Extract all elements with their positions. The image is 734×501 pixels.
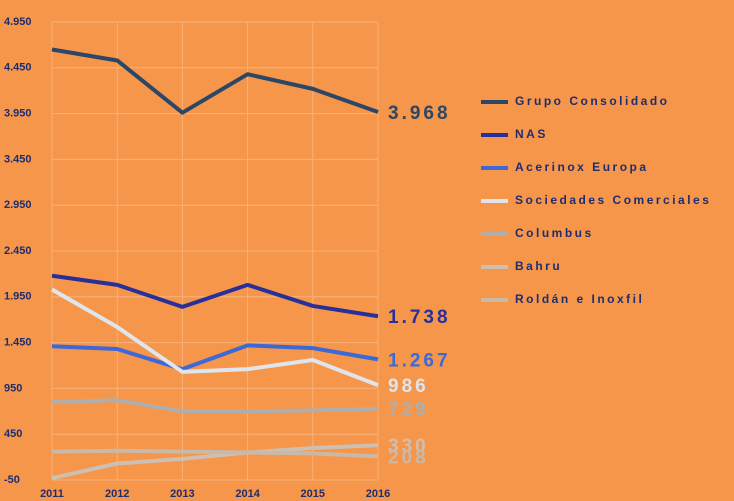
legend-label: Grupo Consolidado xyxy=(515,94,670,108)
y-tick-label: 4.950 xyxy=(4,16,32,28)
end-value-label: 1.738 xyxy=(388,307,451,328)
legend-label: Sociedades Comerciales xyxy=(515,193,711,207)
series-line xyxy=(51,448,379,459)
legend-label: NAS xyxy=(515,127,548,141)
end-value-label: 729 xyxy=(388,400,429,421)
y-tick-label: 2.950 xyxy=(4,199,32,211)
series-line xyxy=(51,398,379,414)
end-value-label: 3.968 xyxy=(388,103,451,124)
x-tick-label: 2012 xyxy=(105,488,129,500)
end-value-label: 208 xyxy=(388,447,429,468)
y-tick-label: 450 xyxy=(4,428,22,440)
legend-label: Acerinox Europa xyxy=(515,160,649,174)
series-line xyxy=(51,443,379,481)
series-line xyxy=(51,343,379,372)
x-tick-label: 2016 xyxy=(366,488,390,500)
y-tick-label: 1.450 xyxy=(4,337,32,349)
y-tick-label: 3.450 xyxy=(4,153,32,165)
y-tick-label: 4.450 xyxy=(4,62,32,74)
end-value-label: 330 xyxy=(388,436,429,457)
end-value-label: 986 xyxy=(388,376,429,397)
x-tick-label: 2011 xyxy=(40,488,64,500)
end-value-label: 1.267 xyxy=(388,350,451,371)
x-tick-label: 2014 xyxy=(235,488,260,500)
x-tick-label: 2015 xyxy=(301,488,325,500)
y-tick-label: 950 xyxy=(4,382,22,394)
legend-label: Roldán e Inoxfil xyxy=(515,292,644,306)
series-line xyxy=(51,47,379,115)
series-line xyxy=(51,287,379,387)
y-tick-label: 2.450 xyxy=(4,245,32,257)
y-tick-label: 3.950 xyxy=(4,108,32,120)
x-tick-label: 2013 xyxy=(170,488,194,500)
legend-label: Bahru xyxy=(515,259,562,273)
y-tick-label: 1.950 xyxy=(4,291,32,303)
legend-label: Columbus xyxy=(515,226,594,240)
y-tick-label: -50 xyxy=(4,474,20,486)
series-line xyxy=(51,273,379,319)
